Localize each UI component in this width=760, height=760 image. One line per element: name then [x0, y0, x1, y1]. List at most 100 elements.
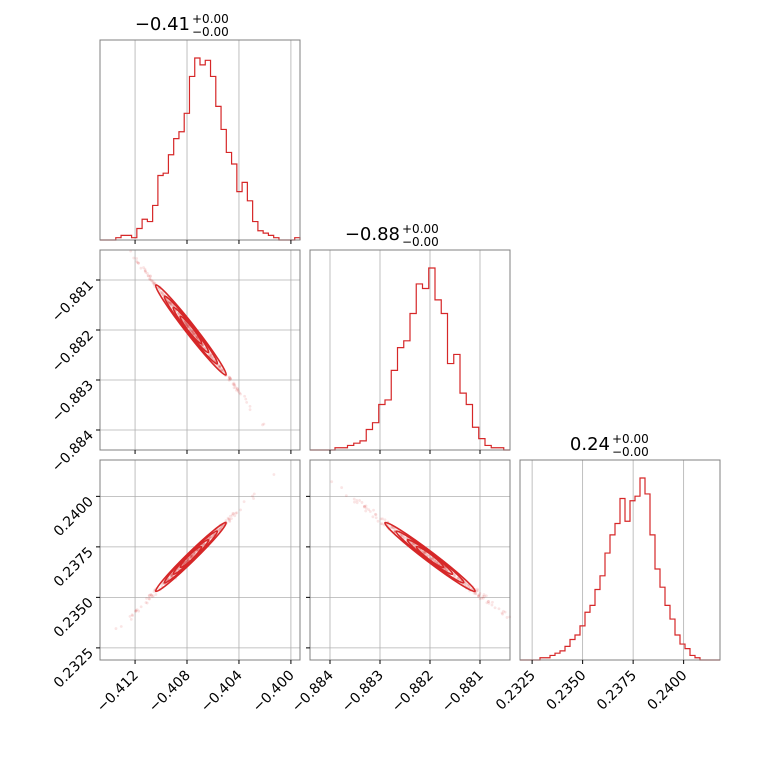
sample-point: [387, 524, 390, 527]
sample-point: [390, 526, 394, 529]
sample-point: [474, 592, 478, 596]
sample-point: [233, 514, 237, 518]
sample-point: [114, 627, 118, 630]
sample-point: [150, 279, 154, 283]
sample-point: [194, 335, 198, 339]
sample-point: [188, 326, 192, 330]
sample-point: [236, 386, 239, 390]
x-tick-label-2-3: 0.2400: [645, 668, 691, 714]
sample-point: [176, 567, 180, 571]
title-upper-2: +0.00: [612, 432, 649, 446]
sample-point: [218, 527, 222, 531]
sample-point: [148, 277, 152, 281]
sample-point: [148, 597, 151, 601]
sample-point: [150, 593, 153, 597]
sample-point: [364, 506, 368, 510]
sample-point: [444, 567, 448, 571]
sample-point: [477, 594, 480, 598]
sample-point: [233, 383, 237, 387]
sample-point: [147, 594, 151, 598]
sample-point: [251, 494, 254, 498]
sample-point: [185, 323, 189, 326]
sample-point: [478, 597, 482, 601]
sample-point: [232, 386, 236, 390]
sample-point: [211, 355, 214, 359]
sample-point: [208, 352, 211, 356]
title-2: 0.24: [570, 434, 610, 455]
sample-point: [236, 388, 240, 392]
sample-point: [227, 377, 231, 381]
scatter-2-1: [330, 480, 512, 619]
sample-point: [218, 365, 222, 369]
sample-point: [487, 600, 490, 603]
sample-point: [187, 326, 191, 330]
sample-point: [208, 536, 212, 540]
sample-point: [191, 331, 195, 335]
sample-point: [360, 501, 364, 504]
sample-point: [169, 303, 173, 307]
x-tick-label-1-3: −0.881: [439, 668, 487, 716]
sample-point: [194, 334, 197, 338]
sample-point: [152, 590, 156, 593]
sample-point: [217, 528, 221, 532]
sample-point: [169, 303, 173, 307]
sample-point: [444, 567, 448, 571]
sample-point: [233, 384, 237, 388]
sample-point: [208, 536, 212, 540]
sample-point: [220, 368, 224, 372]
sample-point: [423, 551, 427, 555]
y-tick-label-1-1: −0.883: [49, 378, 97, 426]
title-0: −0.41: [135, 14, 190, 35]
y-tick-label-1-3: −0.881: [49, 278, 97, 326]
sample-point: [218, 364, 222, 368]
sample-point: [153, 281, 156, 285]
sample-point: [229, 377, 232, 380]
sample-point: [149, 593, 153, 596]
sample-point: [453, 573, 457, 577]
sample-point: [433, 559, 436, 563]
sample-point: [355, 498, 359, 502]
sample-point: [193, 551, 197, 555]
sample-point: [131, 614, 134, 617]
sample-point: [221, 369, 224, 373]
scatter-1-0: [129, 249, 266, 427]
sample-point: [151, 280, 155, 284]
sample-point: [358, 499, 361, 502]
sample-point: [191, 553, 195, 557]
sample-point: [134, 609, 138, 613]
sample-point: [220, 525, 224, 528]
sample-point: [148, 274, 152, 278]
sample-point: [161, 291, 164, 295]
sample-point: [227, 378, 231, 382]
sample-point: [373, 512, 377, 516]
sample-point: [145, 601, 149, 605]
sample-point: [134, 609, 138, 612]
sample-point: [168, 302, 172, 305]
sample-point: [184, 323, 188, 327]
sample-point: [190, 555, 194, 558]
sample-point: [191, 331, 195, 334]
sample-point: [167, 301, 171, 305]
sample-point: [228, 520, 232, 523]
histogram-1: [310, 267, 510, 451]
sample-point: [221, 369, 225, 373]
sample-point: [190, 330, 194, 334]
sample-point: [170, 575, 174, 578]
sample-point: [234, 386, 238, 390]
sample-point: [224, 519, 228, 522]
sample-point: [227, 517, 230, 521]
sample-point: [142, 266, 145, 269]
sample-point: [456, 576, 460, 580]
sample-point: [344, 494, 348, 498]
sample-point: [466, 583, 470, 587]
sample-point: [149, 275, 152, 278]
sample-point: [161, 293, 165, 297]
sample-point: [379, 517, 383, 521]
y-tick-label-2-0: 0.2325: [51, 645, 97, 691]
sample-point: [221, 524, 224, 528]
sample-point: [158, 288, 162, 291]
sample-point: [443, 566, 447, 570]
sample-point: [210, 353, 213, 357]
sample-point: [220, 368, 224, 371]
